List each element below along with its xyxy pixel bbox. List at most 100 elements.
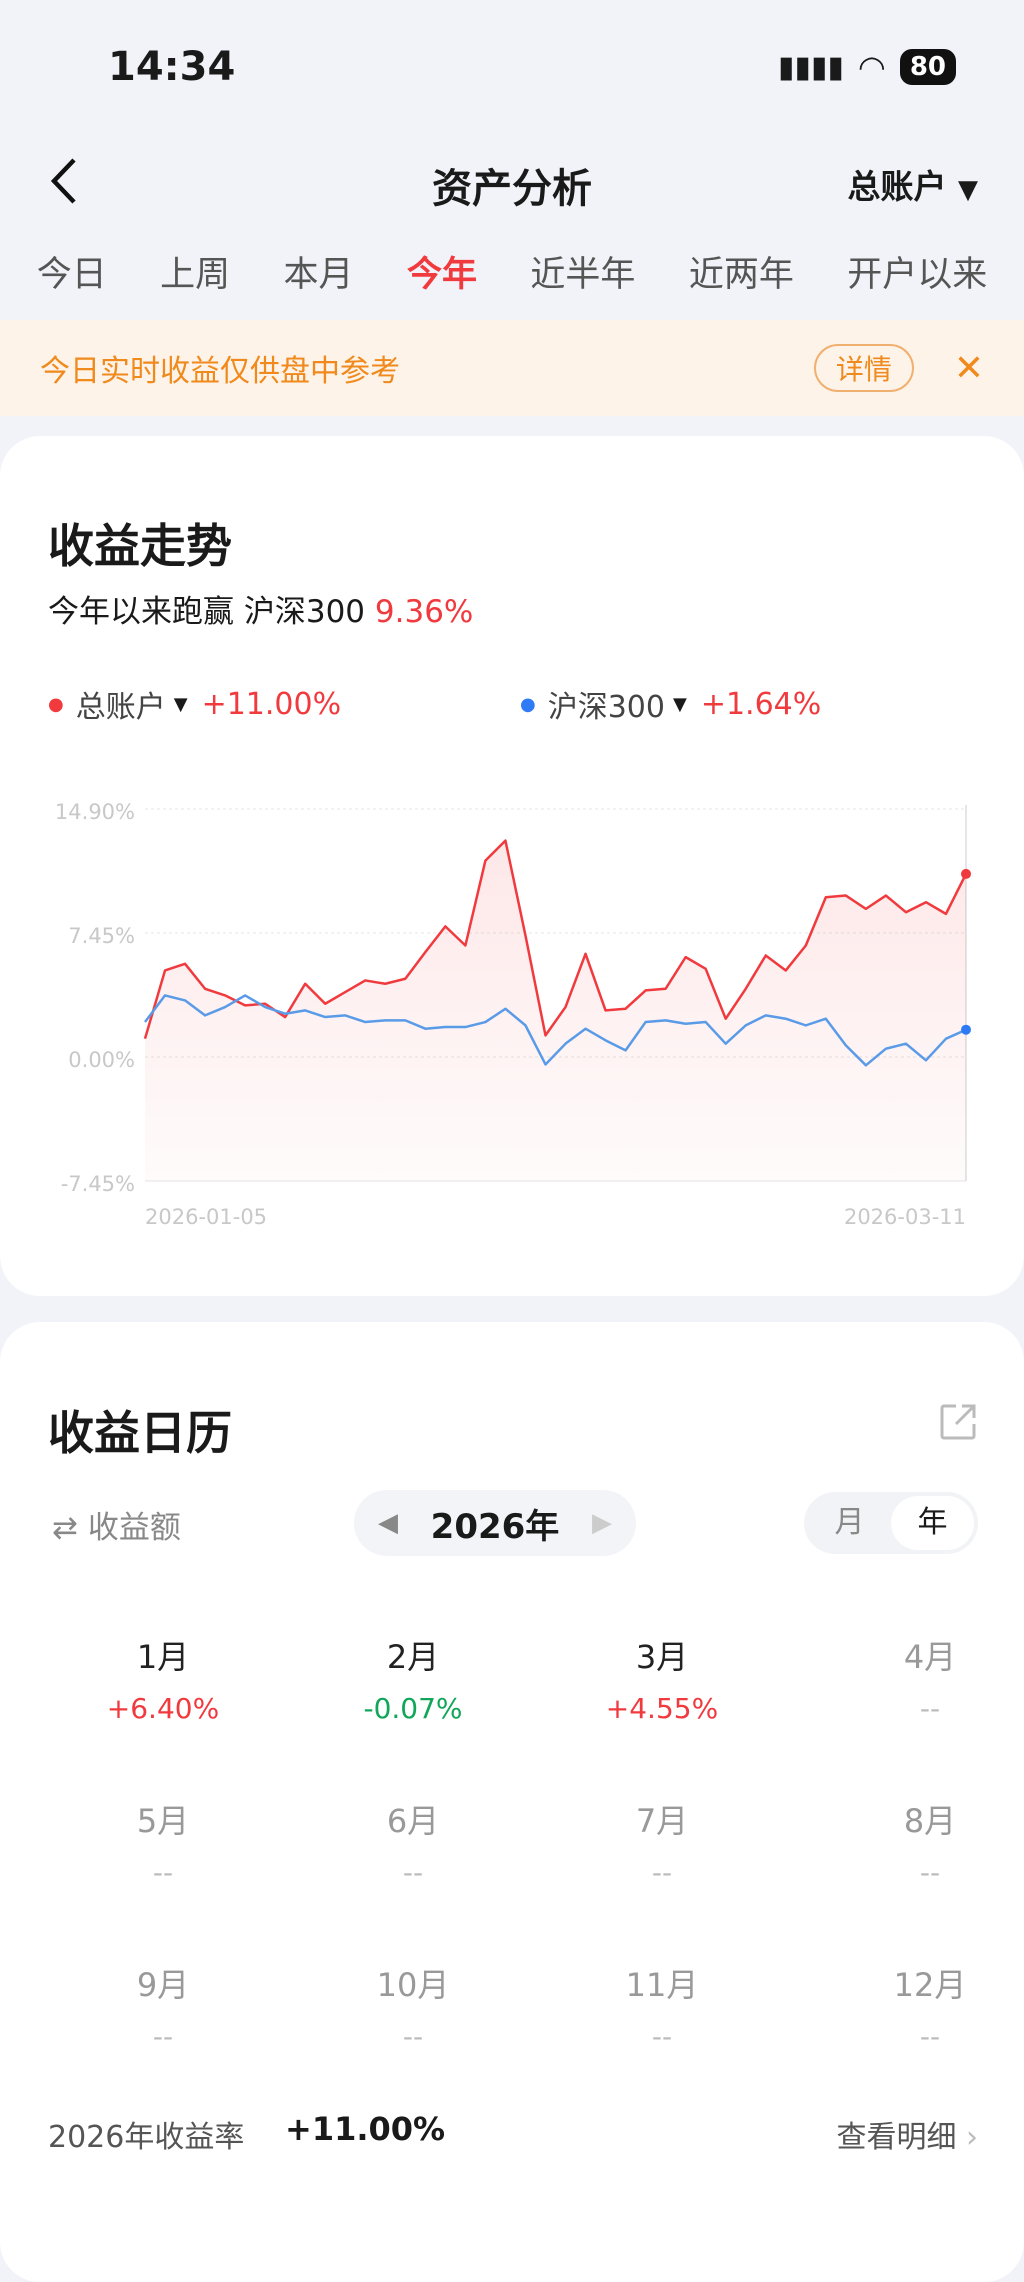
page-title: 资产分析 [432,166,592,212]
realtime-banner: 今日实时收益仅供盘中参考 详情 ✕ [0,320,1024,416]
year-selector: ◀ 2026年 ▶ [354,1490,636,1556]
legend-hs300[interactable]: ● 沪深300 ▼ +1.64% [520,682,821,726]
month-return: -0.07% [363,1692,463,1725]
back-button[interactable] [48,156,78,218]
month-return: -- [651,2020,673,2053]
account-selector[interactable]: 总账户 ▼ [848,160,979,208]
month-name: 10月 [376,1966,450,2004]
outperform-value: 9.36% [374,594,474,630]
calendar-card: 收益日历 ⇄ 收益额 ◀ 2026年 ▶ 月 年 1月 +6.40% 2月 -0.07… [0,1322,1024,2282]
trend-chart[interactable]: 14.90% 7.45% 0.00% -7.45% 2026-01-05 2026-03-… [0,436,1024,1296]
share-icon[interactable] [938,1402,978,1446]
tab-4[interactable]: 近半年 [530,255,636,295]
next-year-icon[interactable]: ▶ [591,1508,612,1538]
month-name: 1月 [136,1638,190,1676]
tab-1[interactable]: 上周 [160,255,231,295]
month-return: -- [919,1856,941,1889]
year-return-value: +11.00% [285,2110,446,2148]
trend-title: 收益走势 [48,519,232,573]
close-icon[interactable]: ✕ [953,347,984,389]
month-return: -- [919,2020,941,2053]
toggle-month[interactable]: 月 [834,1505,865,1540]
year-label: 2026年 [430,1506,560,1547]
prev-year-icon[interactable]: ◀ [378,1508,398,1538]
series-line-1 [144,994,967,1067]
month-cell[interactable]: 9月 -- [63,1960,263,2053]
month-return: +4.55% [605,1692,719,1725]
month-cell[interactable]: 6月 -- [313,1796,513,1889]
month-name: 8月 [903,1802,957,1840]
month-name: 6月 [386,1802,440,1840]
legend-value: +11.00% [201,686,342,722]
legend-dot: ● [520,693,536,715]
detail-button[interactable]: 详情 [813,344,914,392]
month-return: -- [152,1856,174,1889]
year-return-label: 2026年收益率 [48,2120,245,2155]
series-line-0 [143,839,968,1040]
y-tick-label: 7.45% [68,924,135,948]
legend-total[interactable]: ● 总账户 ▼ +11.00% [48,682,341,726]
legend-name: 总账户 [75,690,166,725]
banner-text: 今日实时收益仅供盘中参考 [40,354,400,389]
legend-name: 沪深300 [547,690,665,725]
wifi-icon: ◠ [857,48,886,86]
tab-6[interactable]: 开户以来 [847,255,988,295]
status-time: 14:34 [108,44,236,90]
tab-2[interactable]: 本月 [283,255,354,295]
month-cell[interactable]: 10月 -- [313,1960,513,2053]
month-return: -- [402,1856,424,1889]
month-name: 2月 [386,1638,440,1676]
toggle-year[interactable]: 年 [891,1496,974,1550]
month-cell[interactable]: 5月 -- [63,1796,263,1889]
caret-down-icon: ▼ [958,175,978,205]
battery-icon: 80 [899,49,956,85]
series-end-point [961,1024,971,1035]
month-return: -- [919,1692,941,1725]
legend-value: +1.64% [700,686,822,722]
signal-icon: ▮▮▮▮ [777,49,844,85]
month-name: 12月 [893,1966,967,2004]
month-name: 4月 [903,1638,957,1676]
period-tabs: 今日 上周 本月 今年 近半年 近两年 开户以来 [0,246,1024,297]
area-fill [145,840,966,1181]
tab-3[interactable]: 今年 [406,255,477,295]
tab-0[interactable]: 今日 [36,255,107,295]
y-tick-label: 14.90% [55,800,135,824]
month-cell[interactable]: 4月 -- [830,1632,1024,1725]
status-icons: ▮▮▮▮ ◠ 80 [778,48,956,86]
month-return: -- [402,2020,424,2053]
tab-5[interactable]: 近两年 [688,255,794,295]
month-cell[interactable]: 11月 -- [562,1960,762,2053]
month-name: 11月 [625,1966,699,2004]
month-cell[interactable]: 12月 -- [830,1960,1024,2053]
caret-down-icon: ▼ [672,693,687,715]
x-tick-label: 2026-03-11 [844,1205,966,1229]
chevron-left-icon [50,158,76,204]
metric-switch[interactable]: ⇄ 收益额 [52,1502,181,1547]
month-cell[interactable]: 7月 -- [562,1796,762,1889]
calendar-title: 收益日历 [48,1406,232,1460]
chevron-right-icon: › [966,2120,978,2155]
month-cell[interactable]: 3月 +4.55% [562,1632,762,1725]
view-toggle: 月 年 [804,1492,978,1554]
month-cell[interactable]: 8月 -- [830,1796,1024,1889]
series-end-point [961,868,971,879]
month-return: +6.40% [106,1692,220,1725]
month-cell[interactable]: 2月 -0.07% [313,1632,513,1725]
account-label: 总账户 [847,167,947,206]
y-tick-label: -7.45% [61,1172,135,1196]
month-name: 9月 [136,1966,190,2004]
view-detail-link[interactable]: 查看明细 › [836,2112,978,2156]
month-return: -- [152,2020,174,2053]
y-tick-label: 0.00% [68,1048,135,1072]
legend-dot: ● [48,693,64,715]
month-cell[interactable]: 1月 +6.40% [63,1632,263,1725]
month-return: -- [651,1856,673,1889]
month-name: 3月 [635,1638,689,1676]
month-name: 5月 [136,1802,190,1840]
swap-icon: ⇄ [52,1510,78,1546]
metric-label: 收益额 [87,1510,181,1546]
trend-card: 收益走势 今年以来跑赢 沪深300 9.36% ● 总账户 ▼ +11.00% ● 沪深… [0,436,1024,1296]
x-tick-label: 2026-01-05 [145,1205,267,1229]
month-name: 7月 [635,1802,689,1840]
